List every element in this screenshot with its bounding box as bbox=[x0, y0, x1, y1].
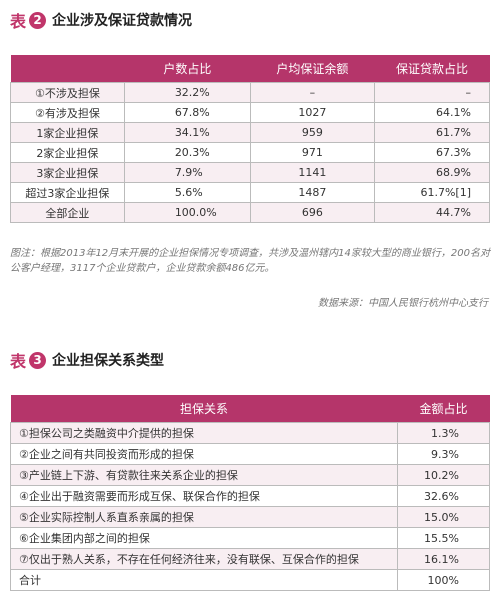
cell: 16.1% bbox=[397, 548, 490, 570]
row: ①不涉及担保 32.2% – – bbox=[10, 82, 491, 103]
cell: ②企业之间有共同投资而形成的担保 bbox=[10, 443, 398, 465]
row: 超过3家企业担保 5.6% 1487 61.7%[1] bbox=[10, 182, 491, 203]
table-title: 表 3 企业担保关系类型 bbox=[10, 348, 164, 372]
title: 企业涉及保证贷款情况 bbox=[52, 13, 193, 29]
row: ①担保公司之类融资中介提供的担保 1.3% bbox=[10, 422, 490, 444]
cell: 5.6% bbox=[123, 182, 251, 203]
cell: 959 bbox=[249, 122, 375, 143]
cell: ⑤企业实际控制人系直系亲属的担保 bbox=[10, 506, 398, 528]
cell: 34.1% bbox=[123, 122, 251, 143]
row: 1家企业担保 34.1% 959 61.7% bbox=[10, 122, 491, 143]
header-cell: 保证贷款占比 bbox=[374, 55, 490, 83]
cell: 合计 bbox=[10, 569, 398, 591]
row: ⑤企业实际控制人系直系亲属的担保 15.0% bbox=[10, 506, 490, 528]
cell: 全部企业 bbox=[10, 202, 125, 223]
cell: 1141 bbox=[249, 162, 375, 183]
number: 2 bbox=[29, 11, 47, 29]
header-cell: 金额占比 bbox=[397, 395, 490, 423]
cell: 61.7%[1] bbox=[373, 182, 491, 203]
cell: ②有涉及担保 bbox=[10, 102, 125, 123]
cell: 10.2% bbox=[397, 464, 490, 486]
cell: 2家企业担保 bbox=[10, 142, 125, 163]
cell: – bbox=[249, 82, 375, 103]
cell: 32.6% bbox=[397, 485, 490, 507]
header-row: 户数占比 户均保证余额 保证贷款占比 bbox=[10, 55, 490, 83]
cell: 9.3% bbox=[397, 443, 490, 465]
cell: 7.9% bbox=[123, 162, 251, 183]
row: 全部企业 100.0% 696 44.7% bbox=[10, 202, 491, 223]
cell: 696 bbox=[249, 202, 375, 223]
cell: ①担保公司之类融资中介提供的担保 bbox=[10, 422, 398, 444]
cell: 100% bbox=[397, 569, 490, 591]
cell: ⑥企业集团内部之间的担保 bbox=[10, 527, 398, 549]
cell: ③产业链上下游、有贷款往来关系企业的担保 bbox=[10, 464, 398, 486]
table: 户数占比 户均保证余额 保证贷款占比 ①不涉及担保 32.2% – – ②有涉及担保 67.8%… bbox=[10, 55, 491, 223]
header-row: 担保关系 金额占比 bbox=[10, 395, 490, 423]
cell: ⑦仅出于熟人关系，不存在任何经济往来，没有联保、互保合作的担保 bbox=[10, 548, 398, 570]
cell: 67.8% bbox=[123, 102, 251, 123]
row: ③产业链上下游、有贷款往来关系企业的担保 10.2% bbox=[10, 464, 490, 486]
cell: ①不涉及担保 bbox=[10, 82, 125, 103]
cell: 超过3家企业担保 bbox=[10, 182, 125, 203]
cell: 1487 bbox=[249, 182, 375, 203]
cell: 1.3% bbox=[397, 422, 490, 444]
cell: 20.3% bbox=[123, 142, 251, 163]
header-cell: 户数占比 bbox=[124, 55, 251, 83]
row: ⑥企业集团内部之间的担保 15.5% bbox=[10, 527, 490, 549]
row: 2家企业担保 20.3% 971 67.3% bbox=[10, 142, 491, 163]
cell: 100.0% bbox=[123, 202, 251, 223]
header-cell: 户均保证余额 bbox=[250, 55, 375, 83]
note: 图注：根据2013年12月末开展的企业担保情况专项调查，共涉及温州辖内14家较大… bbox=[10, 248, 490, 274]
label: 表 bbox=[10, 352, 27, 371]
header-cell: 担保关系 bbox=[10, 395, 398, 423]
row: ②企业之间有共同投资而形成的担保 9.3% bbox=[10, 443, 490, 465]
row: 合计 100% bbox=[10, 569, 490, 591]
cell: 64.1% bbox=[373, 102, 491, 123]
cell: 61.7% bbox=[373, 122, 491, 143]
cell: 3家企业担保 bbox=[10, 162, 125, 183]
row: ④企业出于融资需要而形成互保、联保合作的担保 32.6% bbox=[10, 485, 490, 507]
cell: ④企业出于融资需要而形成互保、联保合作的担保 bbox=[10, 485, 398, 507]
table-title: 表 2 企业涉及保证贷款情况 bbox=[10, 8, 192, 32]
cell: 32.2% bbox=[123, 82, 251, 103]
cell: 1家企业担保 bbox=[10, 122, 125, 143]
cell: 1027 bbox=[249, 102, 375, 123]
number: 3 bbox=[29, 351, 47, 369]
source: 数据来源：中国人民银行杭州中心支行 bbox=[318, 298, 488, 309]
table: 担保关系 金额占比 ①担保公司之类融资中介提供的担保 1.3% ②企业之间有共同投资而形… bbox=[10, 395, 490, 591]
cell: 67.3% bbox=[373, 142, 491, 163]
row: ⑦仅出于熟人关系，不存在任何经济往来，没有联保、互保合作的担保 16.1% bbox=[10, 548, 490, 570]
cell: 15.5% bbox=[397, 527, 490, 549]
label: 表 bbox=[10, 12, 27, 31]
title: 企业担保关系类型 bbox=[52, 353, 165, 369]
header-cell bbox=[10, 55, 125, 83]
row: ②有涉及担保 67.8% 1027 64.1% bbox=[10, 102, 491, 123]
cell: 971 bbox=[249, 142, 375, 163]
row: 3家企业担保 7.9% 1141 68.9% bbox=[10, 162, 491, 183]
cell: 15.0% bbox=[397, 506, 490, 528]
cell: – bbox=[373, 82, 491, 103]
cell: 44.7% bbox=[373, 202, 491, 223]
cell: 68.9% bbox=[373, 162, 491, 183]
